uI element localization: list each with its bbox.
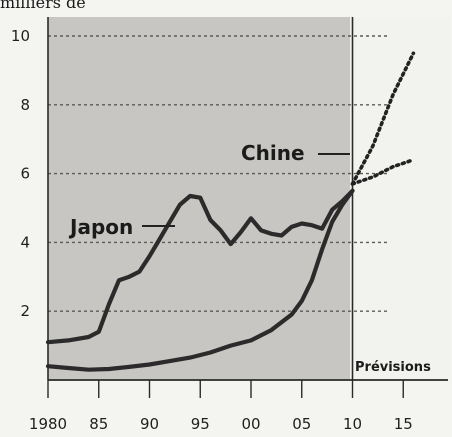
forecast-area (350, 17, 450, 380)
y-tick-label-6: 6 (20, 165, 30, 183)
y-tick-label-2: 2 (20, 302, 30, 320)
x-tick-label-2000: 00 (241, 415, 260, 433)
x-tick-label-2005: 05 (292, 415, 311, 433)
x-tick-label-2010: 10 (343, 415, 362, 433)
label-japon: Japon (68, 215, 133, 239)
y-tick-label-10: 10 (11, 27, 30, 45)
x-tick-label-2015: 15 (394, 415, 413, 433)
x-tick-label-1995: 95 (191, 415, 210, 433)
header-cropped-text: milliers de (0, 0, 86, 12)
forecast-label: Prévisions (355, 360, 431, 375)
y-tick-label-4: 4 (20, 233, 30, 251)
x-tick-label-1980: 1980 (29, 415, 67, 433)
y-tick-label-8: 8 (20, 96, 30, 114)
label-chine: Chine (241, 141, 305, 165)
x-tick-label-1990: 90 (140, 415, 159, 433)
x-tick-label-1985: 85 (89, 415, 108, 433)
